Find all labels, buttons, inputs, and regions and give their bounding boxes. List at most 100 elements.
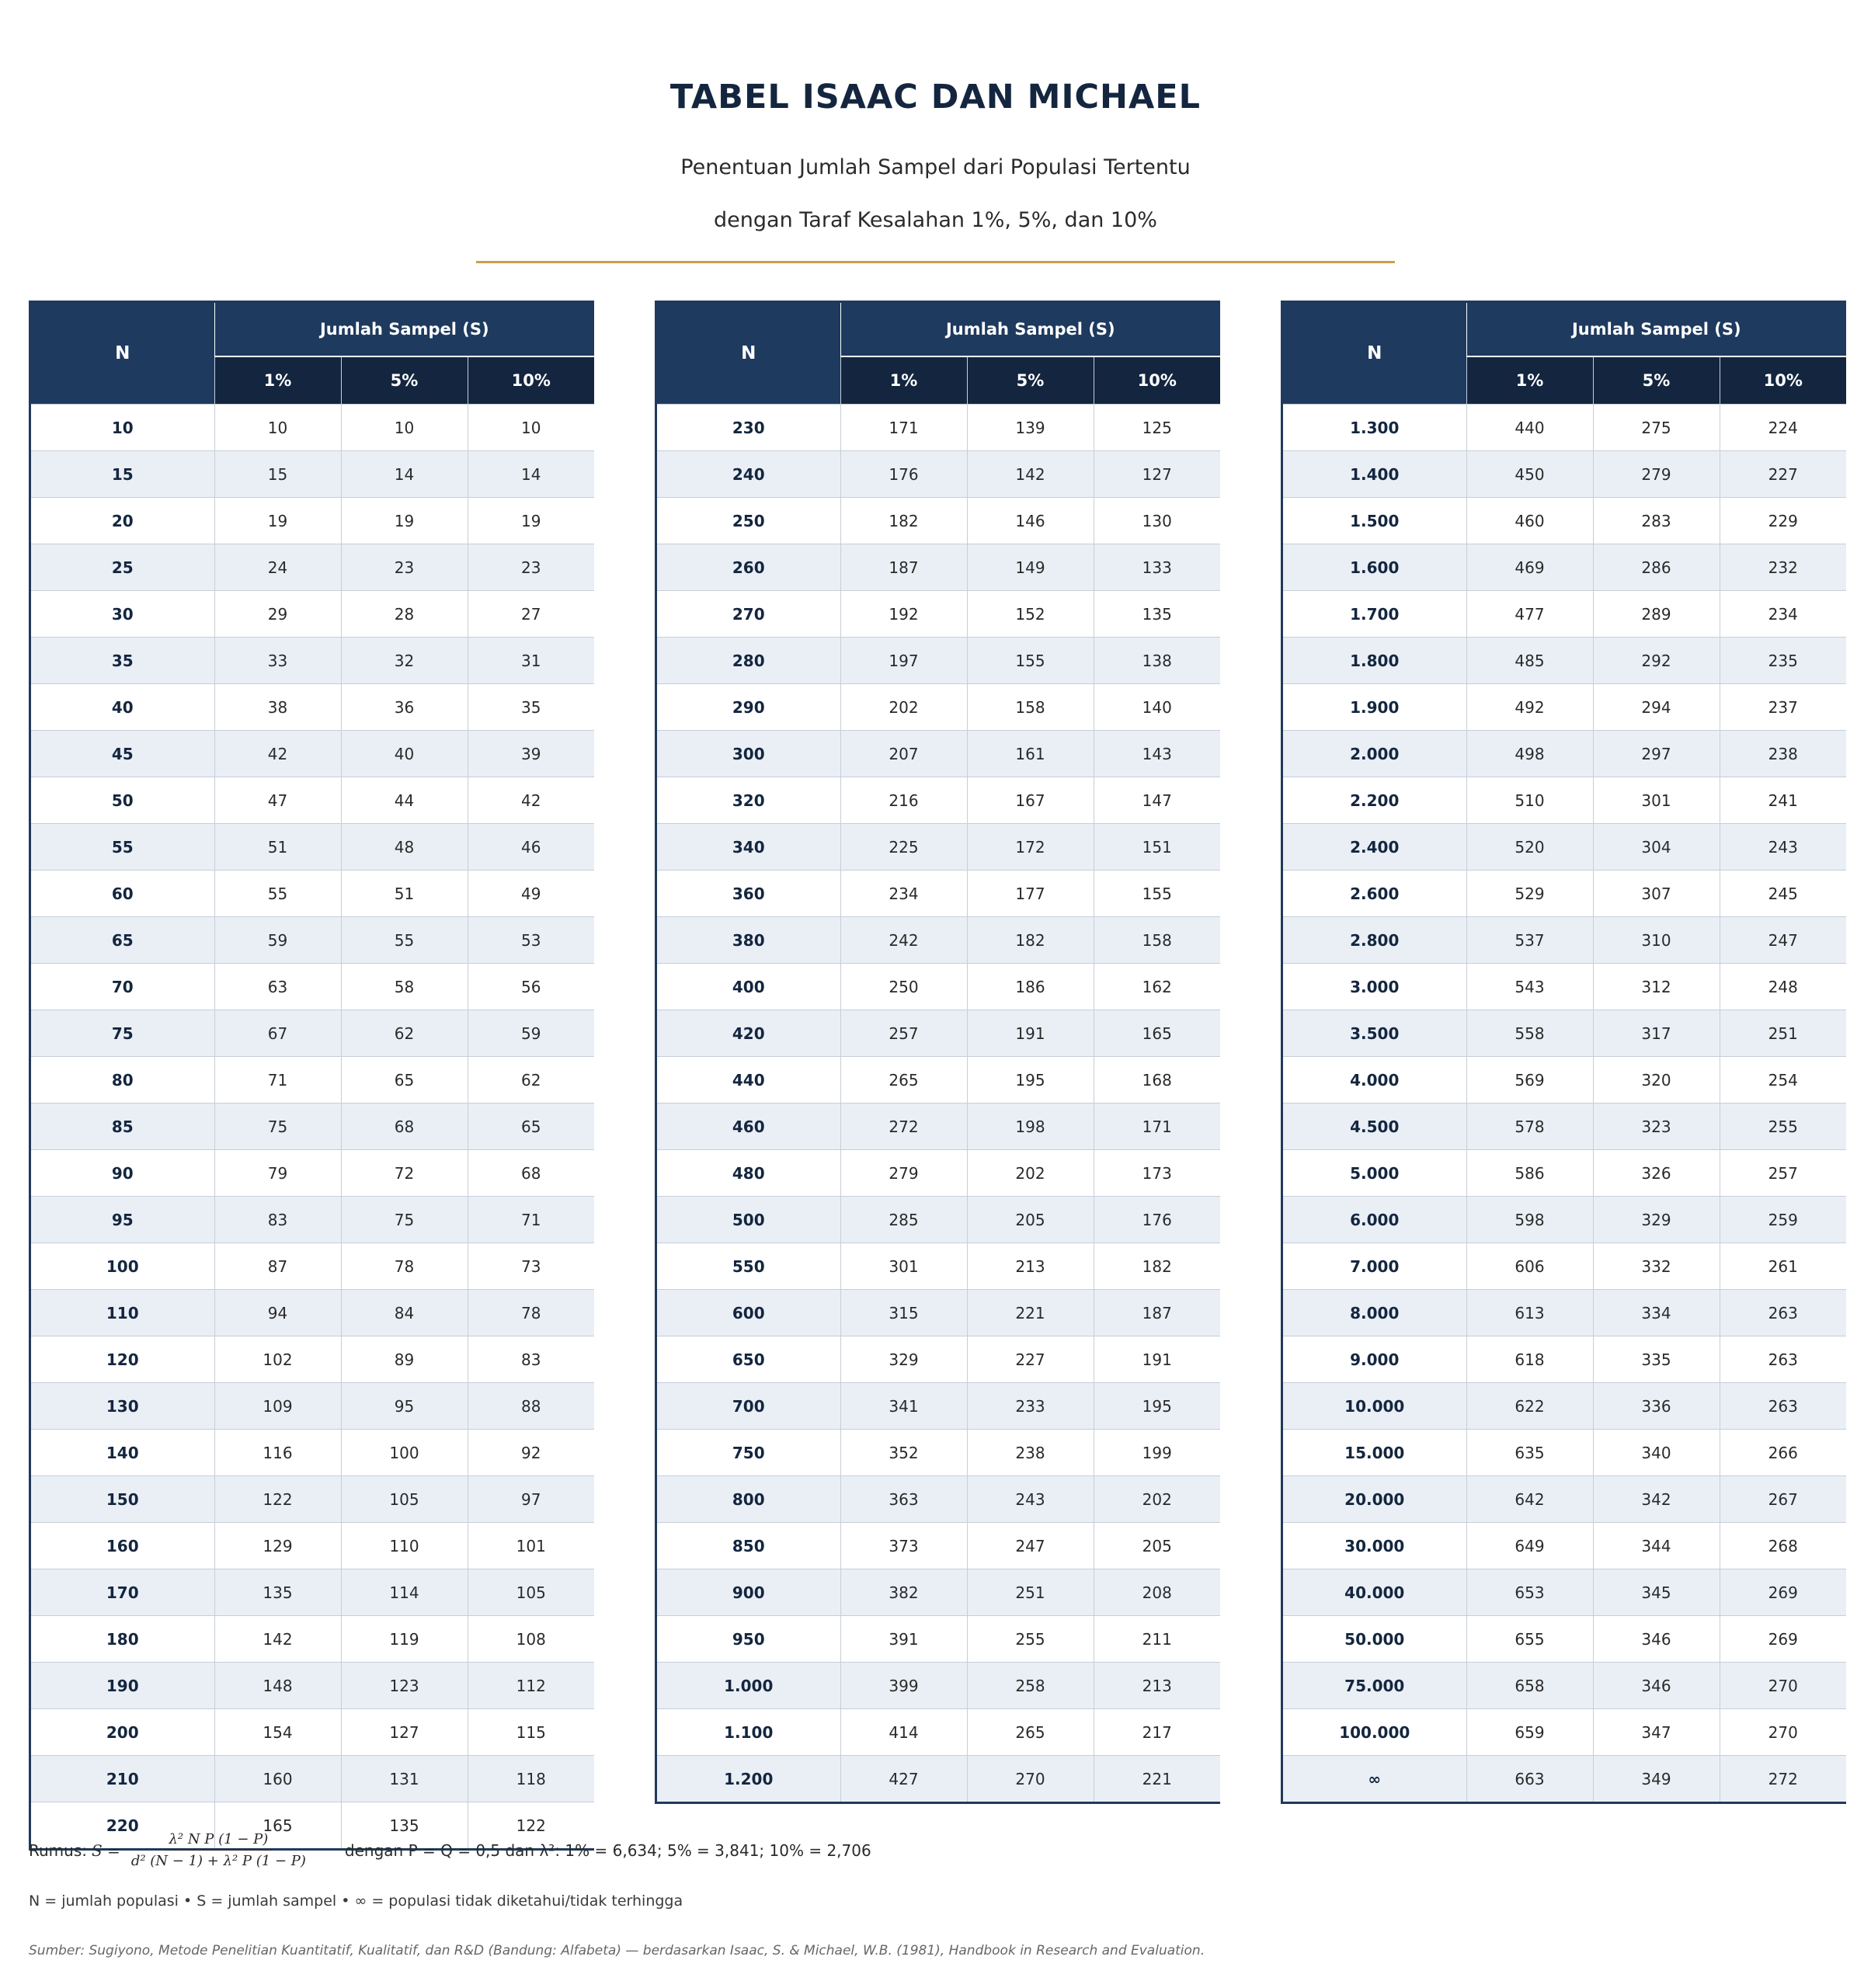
sample-cell: 32 [340,637,468,684]
population-cell: 10 [31,404,214,451]
table-row: 60 55 51 49 [31,870,595,917]
table-row: 35 33 32 31 [31,637,595,684]
population-cell: 2.800 [1283,916,1466,964]
sample-cell: 75 [214,1103,341,1150]
sample-cell: 642 [1466,1475,1593,1523]
population-cell: 15 [31,450,214,498]
sample-cell: 265 [840,1056,967,1103]
column-header-pct-10: 10% [467,356,595,405]
table-row: 15.000 635 340 266 [1283,1429,1847,1476]
sample-cell: 279 [1592,450,1720,498]
sample-cell: 202 [1093,1475,1221,1523]
sample-cell: 135 [214,1569,341,1616]
population-cell: 180 [31,1615,214,1663]
population-cell: 60 [31,870,214,917]
sample-cell: 129 [214,1522,341,1569]
table-row: 750 352 238 199 [657,1429,1221,1476]
sample-cell: 167 [966,777,1094,824]
population-cell: 5.000 [1283,1149,1466,1197]
column-header-pct-1: 1% [1466,356,1593,405]
sample-cell: 227 [1719,450,1847,498]
table-row: 460 272 198 171 [657,1103,1221,1150]
population-cell: 20 [31,497,214,544]
sample-cell: 216 [840,777,967,824]
population-cell: 2.600 [1283,870,1466,917]
population-cell: 220 [31,1802,214,1848]
population-cell: 40.000 [1283,1569,1466,1616]
table-row: 2.800 537 310 247 [1283,916,1847,964]
sample-cell: 340 [1592,1429,1720,1476]
sample-cell: 234 [840,870,967,917]
sample-cell: 33 [214,637,341,684]
table-row: 320 216 167 147 [657,777,1221,824]
population-cell: 1.500 [1283,497,1466,544]
column-header-pct-10: 10% [1719,356,1847,405]
table-row: 270 192 152 135 [657,590,1221,638]
sample-cell: 606 [1466,1242,1593,1290]
column-header-pct-1: 1% [214,356,341,405]
sample-cell: 460 [1466,497,1593,544]
table-row: 85 75 68 65 [31,1103,595,1150]
table-row: 550 301 213 182 [657,1242,1221,1290]
population-cell: 50 [31,777,214,824]
population-cell: 420 [657,1010,840,1057]
population-cell: 140 [31,1429,214,1476]
sample-cell: 498 [1466,730,1593,777]
sample-cell: 213 [966,1242,1094,1290]
sample-cell: 243 [966,1475,1094,1523]
sample-cell: 55 [214,870,341,917]
sample-cell: 95 [340,1382,468,1430]
column-header-pct-5: 5% [1592,356,1720,405]
population-cell: 1.100 [657,1708,840,1756]
sample-cell: 635 [1466,1429,1593,1476]
table-row: 1.600 469 286 232 [1283,544,1847,591]
sample-cell: 221 [966,1289,1094,1336]
population-cell: 9.000 [1283,1336,1466,1383]
sample-cell: 143 [1093,730,1221,777]
population-cell: 270 [657,590,840,638]
sample-cell: 62 [340,1010,468,1057]
sample-cell: 187 [1093,1289,1221,1336]
sample-cell: 537 [1466,916,1593,964]
sample-cell: 44 [340,777,468,824]
sample-cell: 35 [467,683,595,731]
population-cell: 95 [31,1196,214,1243]
population-cell: 150 [31,1475,214,1523]
sample-cell: 176 [840,450,967,498]
sample-cell: 414 [840,1708,967,1756]
sample-cell: 158 [966,683,1094,731]
population-cell: 380 [657,916,840,964]
sample-cell: 301 [840,1242,967,1290]
sample-cell: 172 [966,823,1094,871]
sample-cell: 344 [1592,1522,1720,1569]
sample-cell: 112 [467,1662,595,1709]
population-cell: 460 [657,1103,840,1150]
population-cell: 340 [657,823,840,871]
table-row: 340 225 172 151 [657,823,1221,871]
sample-table-2: N Jumlah Sampel (S) 1% 5% 10% 230 171 139 125 240… [655,301,1221,1804]
sample-cell: 105 [340,1475,468,1523]
sample-cell: 578 [1466,1103,1593,1150]
sample-cell: 492 [1466,683,1593,731]
sample-cell: 182 [840,497,967,544]
legend-note: N = jumlah populasi • S = jumlah sampel … [29,1892,683,1910]
sample-cell: 235 [1719,637,1847,684]
table-row: 1.400 450 279 227 [1283,450,1847,498]
sample-cell: 176 [1093,1196,1221,1243]
sample-cell: 59 [467,1010,595,1057]
sample-cell: 71 [467,1196,595,1243]
formula-lhs: S = [92,1840,120,1860]
sample-cell: 149 [966,544,1094,591]
sample-cell: 283 [1592,497,1720,544]
table-row: 40 38 36 35 [31,683,595,731]
sample-cell: 49 [467,870,595,917]
sample-cell: 569 [1466,1056,1593,1103]
population-cell: 3.000 [1283,963,1466,1010]
sample-cell: 191 [1093,1336,1221,1383]
sample-cell: 147 [1093,777,1221,824]
sample-cell: 263 [1719,1336,1847,1383]
sample-cell: 138 [1093,637,1221,684]
sample-cell: 238 [966,1429,1094,1476]
table-row: 75 67 62 59 [31,1010,595,1057]
table-row: 40.000 653 345 269 [1283,1569,1847,1616]
